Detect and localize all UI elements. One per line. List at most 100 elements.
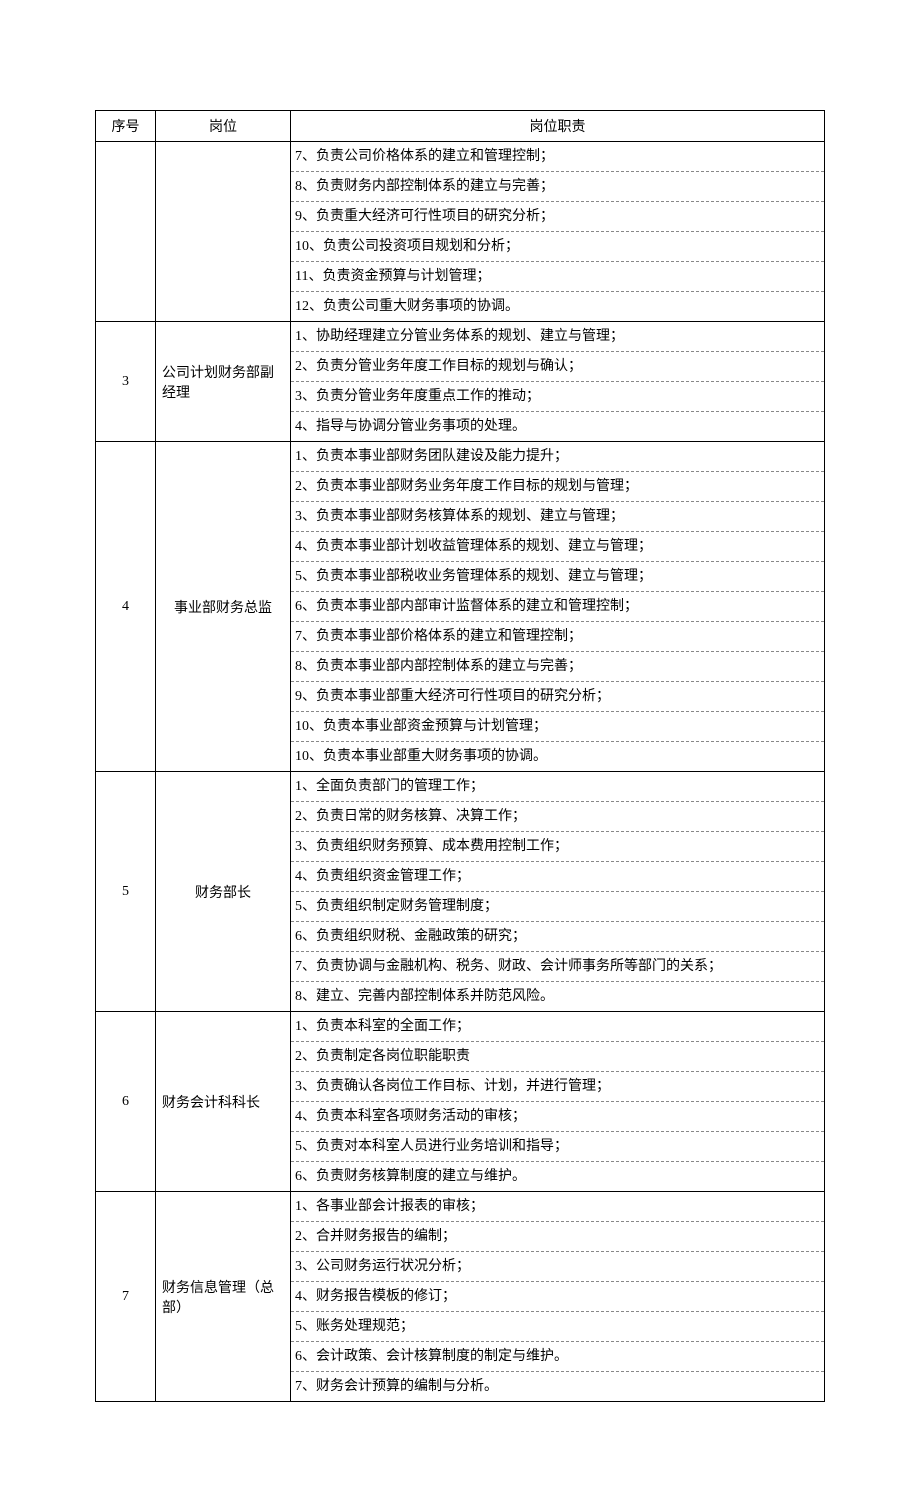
duty-text: 4、负责本事业部计划收益管理体系的规划、建立与管理；: [291, 532, 824, 562]
duty-text: 6、会计政策、会计核算制度的制定与维护。: [291, 1342, 824, 1372]
duty-text: 1、全面负责部门的管理工作；: [291, 772, 824, 802]
header-seq: 序号: [96, 111, 156, 142]
duty-text: 11、负责资金预算与计划管理；: [291, 262, 824, 292]
duty-text: 7、负责本事业部价格体系的建立和管理控制；: [291, 622, 824, 652]
duty-cell: 2、负责本事业部财务业务年度工作目标的规划与管理；: [291, 472, 825, 502]
table-row: 7财务信息管理（总部）1、各事业部会计报表的审核；: [96, 1192, 825, 1223]
duty-cell: 1、各事业部会计报表的审核；: [291, 1192, 825, 1223]
duty-text: 5、负责对本科室人员进行业务培训和指导；: [291, 1132, 824, 1162]
duty-text: 3、负责分管业务年度重点工作的推动；: [291, 382, 824, 412]
duty-cell: 4、负责组织资金管理工作；: [291, 862, 825, 892]
duty-cell: 6、负责本事业部内部审计监督体系的建立和管理控制；: [291, 592, 825, 622]
duty-text: 8、建立、完善内部控制体系并防范风险。: [291, 982, 824, 1011]
table-row: 6财务会计科科长1、负责本科室的全面工作；: [96, 1012, 825, 1043]
duty-text: 12、负责公司重大财务事项的协调。: [291, 292, 824, 321]
duty-text: 9、负责重大经济可行性项目的研究分析；: [291, 202, 824, 232]
duty-text: 1、协助经理建立分管业务体系的规划、建立与管理；: [291, 322, 824, 352]
duty-cell: 11、负责资金预算与计划管理；: [291, 262, 825, 292]
duty-text: 4、负责组织资金管理工作；: [291, 862, 824, 892]
duty-text: 10、负责本事业部资金预算与计划管理；: [291, 712, 824, 742]
duty-cell: 8、负责财务内部控制体系的建立与完善；: [291, 172, 825, 202]
duty-cell: 10、负责本事业部重大财务事项的协调。: [291, 742, 825, 772]
duty-cell: 9、负责重大经济可行性项目的研究分析；: [291, 202, 825, 232]
duty-text: 9、负责本事业部重大经济可行性项目的研究分析；: [291, 682, 824, 712]
seq-cell: 5: [96, 772, 156, 1012]
duty-cell: 10、负责本事业部资金预算与计划管理；: [291, 712, 825, 742]
position-cell: 公司计划财务部副经理: [156, 322, 291, 442]
header-position: 岗位: [156, 111, 291, 142]
duty-cell: 3、负责本事业部财务核算体系的规划、建立与管理；: [291, 502, 825, 532]
duty-cell: 3、负责分管业务年度重点工作的推动；: [291, 382, 825, 412]
duty-text: 5、负责本事业部税收业务管理体系的规划、建立与管理；: [291, 562, 824, 592]
duty-text: 2、合并财务报告的编制；: [291, 1222, 824, 1252]
duty-text: 4、指导与协调分管业务事项的处理。: [291, 412, 824, 441]
duty-text: 1、负责本事业部财务团队建设及能力提升；: [291, 442, 824, 472]
header-row: 序号 岗位 岗位职责: [96, 111, 825, 142]
duty-text: 6、负责组织财税、金融政策的研究；: [291, 922, 824, 952]
table-row: 4事业部财务总监1、负责本事业部财务团队建设及能力提升；: [96, 442, 825, 473]
duty-cell: 3、负责组织财务预算、成本费用控制工作；: [291, 832, 825, 862]
duty-cell: 2、负责制定各岗位职能职责: [291, 1042, 825, 1072]
position-cell: 财务会计科科长: [156, 1012, 291, 1192]
duty-text: 4、财务报告模板的修订；: [291, 1282, 824, 1312]
duty-cell: 4、财务报告模板的修订；: [291, 1282, 825, 1312]
duty-cell: 7、负责公司价格体系的建立和管理控制；: [291, 142, 825, 173]
position-cell: 事业部财务总监: [156, 442, 291, 772]
duty-cell: 7、财务会计预算的编制与分析。: [291, 1372, 825, 1402]
duty-text: 8、负责本事业部内部控制体系的建立与完善；: [291, 652, 824, 682]
duty-text: 2、负责制定各岗位职能职责: [291, 1042, 824, 1072]
duty-cell: 6、负责组织财税、金融政策的研究；: [291, 922, 825, 952]
duty-text: 5、负责组织制定财务管理制度；: [291, 892, 824, 922]
duty-cell: 1、负责本事业部财务团队建设及能力提升；: [291, 442, 825, 473]
duty-cell: 9、负责本事业部重大经济可行性项目的研究分析；: [291, 682, 825, 712]
duty-text: 10、负责本事业部重大财务事项的协调。: [291, 742, 824, 771]
duty-text: 4、负责本科室各项财务活动的审核；: [291, 1102, 824, 1132]
duty-text: 7、负责公司价格体系的建立和管理控制；: [291, 142, 824, 172]
duty-cell: 1、全面负责部门的管理工作；: [291, 772, 825, 803]
duty-cell: 1、负责本科室的全面工作；: [291, 1012, 825, 1043]
duty-text: 3、公司财务运行状况分析；: [291, 1252, 824, 1282]
duty-text: 10、负责公司投资项目规划和分析；: [291, 232, 824, 262]
duty-text: 3、负责确认各岗位工作目标、计划，并进行管理；: [291, 1072, 824, 1102]
duty-text: 2、负责日常的财务核算、决算工作；: [291, 802, 824, 832]
duty-cell: 8、建立、完善内部控制体系并防范风险。: [291, 982, 825, 1012]
duty-cell: 1、协助经理建立分管业务体系的规划、建立与管理；: [291, 322, 825, 353]
position-cell: 财务信息管理（总部）: [156, 1192, 291, 1402]
position-cell: [156, 142, 291, 322]
duty-cell: 4、负责本事业部计划收益管理体系的规划、建立与管理；: [291, 532, 825, 562]
duty-text: 8、负责财务内部控制体系的建立与完善；: [291, 172, 824, 202]
duty-cell: 6、负责财务核算制度的建立与维护。: [291, 1162, 825, 1192]
table-row: 5财务部长1、全面负责部门的管理工作；: [96, 772, 825, 803]
duty-cell: 8、负责本事业部内部控制体系的建立与完善；: [291, 652, 825, 682]
position-cell: 财务部长: [156, 772, 291, 1012]
duty-text: 5、账务处理规范；: [291, 1312, 824, 1342]
duty-text: 2、负责分管业务年度工作目标的规划与确认；: [291, 352, 824, 382]
duty-cell: 12、负责公司重大财务事项的协调。: [291, 292, 825, 322]
duty-text: 7、财务会计预算的编制与分析。: [291, 1372, 824, 1401]
duty-cell: 2、负责分管业务年度工作目标的规划与确认；: [291, 352, 825, 382]
duty-cell: 3、公司财务运行状况分析；: [291, 1252, 825, 1282]
seq-cell: 6: [96, 1012, 156, 1192]
duty-cell: 5、负责本事业部税收业务管理体系的规划、建立与管理；: [291, 562, 825, 592]
duties-table: 序号 岗位 岗位职责 7、负责公司价格体系的建立和管理控制；8、负责财务内部控制…: [95, 110, 825, 1402]
seq-cell: 3: [96, 322, 156, 442]
duty-text: 3、负责组织财务预算、成本费用控制工作；: [291, 832, 824, 862]
duty-cell: 5、负责对本科室人员进行业务培训和指导；: [291, 1132, 825, 1162]
seq-cell: 4: [96, 442, 156, 772]
duty-text: 3、负责本事业部财务核算体系的规划、建立与管理；: [291, 502, 824, 532]
duty-text: 6、负责财务核算制度的建立与维护。: [291, 1162, 824, 1191]
duty-text: 2、负责本事业部财务业务年度工作目标的规划与管理；: [291, 472, 824, 502]
table-row: 3公司计划财务部副经理1、协助经理建立分管业务体系的规划、建立与管理；: [96, 322, 825, 353]
duty-text: 6、负责本事业部内部审计监督体系的建立和管理控制；: [291, 592, 824, 622]
duty-cell: 7、负责本事业部价格体系的建立和管理控制；: [291, 622, 825, 652]
duty-cell: 2、负责日常的财务核算、决算工作；: [291, 802, 825, 832]
duty-cell: 7、负责协调与金融机构、税务、财政、会计师事务所等部门的关系；: [291, 952, 825, 982]
duty-text: 1、各事业部会计报表的审核；: [291, 1192, 824, 1222]
duty-cell: 5、账务处理规范；: [291, 1312, 825, 1342]
duty-cell: 2、合并财务报告的编制；: [291, 1222, 825, 1252]
table-row: 7、负责公司价格体系的建立和管理控制；: [96, 142, 825, 173]
duty-cell: 4、指导与协调分管业务事项的处理。: [291, 412, 825, 442]
seq-cell: [96, 142, 156, 322]
seq-cell: 7: [96, 1192, 156, 1402]
header-duties: 岗位职责: [291, 111, 825, 142]
